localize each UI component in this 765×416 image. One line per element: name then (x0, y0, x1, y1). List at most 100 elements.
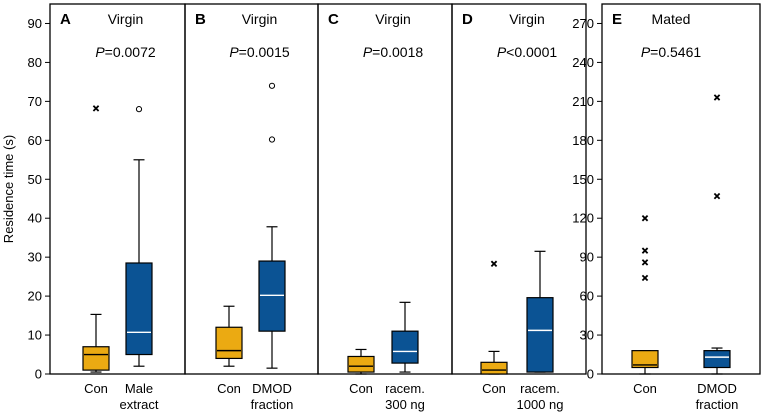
outlier-circle (268, 82, 276, 89)
panel-letter: E (612, 11, 622, 28)
p-symbol: P (229, 44, 239, 60)
y-tick-label: 30 (580, 328, 594, 343)
x-category-label: racem. (520, 381, 560, 396)
p-symbol: P (95, 44, 105, 60)
panel-d: D Virgin P<0.0001 Con racem.1000 ng (451, 3, 587, 412)
box-iqr (82, 346, 110, 371)
p-value: P=0.0018 (363, 44, 424, 60)
y-axis-title: Residence time (s) (1, 135, 16, 243)
p-value: P=0.0072 (95, 44, 156, 60)
panel-condition: Virgin (375, 11, 411, 27)
y-tick-label: 60 (580, 289, 594, 304)
box-iqr (258, 260, 286, 332)
panel-frame (601, 3, 761, 375)
y-tick-label: 180 (572, 133, 594, 148)
box-treatment (526, 250, 554, 373)
y-tick-label: 0 (35, 367, 42, 382)
panel-letter: D (462, 11, 473, 28)
y-tick-label: 210 (572, 94, 594, 109)
panel-letter: C (328, 11, 339, 28)
p-value-number: =0.0015 (239, 44, 290, 60)
panel-condition: Virgin (108, 11, 144, 27)
outlier-cross (641, 259, 649, 266)
x-category-label: extract (119, 397, 158, 412)
outlier-cross (713, 192, 721, 200)
p-symbol: P (641, 44, 651, 60)
box-con (631, 214, 659, 375)
y-tick-label: 50 (28, 172, 42, 187)
panel-letter: A (60, 11, 71, 28)
p-symbol: P (497, 44, 507, 60)
box-treatment (258, 82, 286, 369)
outlier-cross (490, 260, 498, 268)
y-tick-label: 40 (28, 211, 42, 226)
box-iqr (125, 262, 153, 356)
y-tick-label: 70 (28, 94, 42, 109)
x-category-label: 300 ng (385, 397, 425, 412)
p-value-number: =0.0072 (105, 44, 156, 60)
box-treatment (125, 106, 153, 367)
box-iqr (526, 297, 554, 373)
box-iqr (391, 330, 419, 364)
y-tick-label: 120 (572, 211, 594, 226)
outlier-circle (268, 136, 276, 143)
x-category-label: Con (84, 381, 108, 396)
x-category-label: Con (482, 381, 506, 396)
p-symbol: P (363, 44, 373, 60)
box-treatment (391, 301, 419, 373)
p-value: P=0.5461 (641, 44, 702, 60)
p-value-number: =0.5461 (650, 44, 701, 60)
panel-c: C Virgin P=0.0018 Con racem.300 ng (317, 3, 453, 412)
outlier-cross (92, 105, 100, 112)
y-tick-label: 10 (28, 328, 42, 343)
p-value-number: =0.0018 (372, 44, 423, 60)
outlier-cross (713, 94, 721, 101)
p-value-number: <0.0001 (506, 44, 557, 60)
y-tick-label: 80 (28, 55, 42, 70)
outlier-cross (641, 214, 649, 222)
box-iqr (215, 326, 243, 360)
x-category-label: Con (349, 381, 373, 396)
x-category-label: DMOD (697, 381, 737, 396)
box-treatment (703, 94, 731, 375)
y-tick-label: 20 (28, 289, 42, 304)
p-value: P=0.0015 (229, 44, 290, 60)
y-tick-label: 150 (572, 172, 594, 187)
box-iqr (480, 361, 508, 375)
panel-condition: Mated (652, 11, 691, 27)
y-tick-label: 60 (28, 133, 42, 148)
x-category-label: 1000 ng (517, 397, 564, 412)
x-category-label: Con (633, 381, 657, 396)
x-category-label: fraction (251, 397, 294, 412)
panel-e: 0 30 60 90 120 150 180 210 240 270 E Mated P=0.5461 C… (572, 3, 761, 412)
box-con (215, 305, 243, 367)
outlier-circle (135, 106, 143, 113)
y-tick-label: 30 (28, 250, 42, 265)
panel-frame (451, 3, 587, 375)
x-category-label: racem. (385, 381, 425, 396)
box-con (480, 260, 508, 375)
x-category-label: Con (217, 381, 241, 396)
y-tick-label: 270 (572, 16, 594, 31)
y-tick-label: 0 (587, 367, 594, 382)
panel-a: 0 10 20 30 40 50 60 70 80 90 A Virgin P=0.0072 Con Mal… (28, 3, 186, 412)
p-value: P<0.0001 (497, 44, 558, 60)
x-category-label: DMOD (252, 381, 292, 396)
outlier-cross (641, 274, 649, 282)
box-iqr (347, 355, 375, 373)
panel-condition: Virgin (242, 11, 278, 27)
box-iqr (631, 350, 659, 369)
y-tick-label: 240 (572, 55, 594, 70)
y-tick-label: 90 (28, 16, 42, 31)
panel-condition: Virgin (509, 11, 545, 27)
x-category-label: Male (125, 381, 153, 396)
outlier-cross (641, 247, 649, 254)
y-tick-label: 90 (580, 250, 594, 265)
panel-letter: B (195, 11, 206, 28)
box-con (347, 348, 375, 375)
box-con (82, 105, 110, 373)
box-iqr (703, 350, 731, 369)
x-category-label: fraction (696, 397, 739, 412)
